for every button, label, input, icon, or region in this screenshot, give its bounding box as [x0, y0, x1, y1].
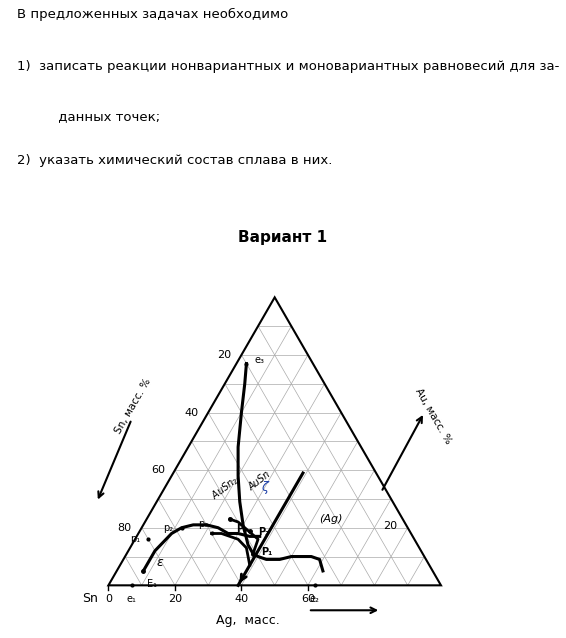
Text: 20: 20	[217, 350, 231, 360]
Text: 80: 80	[118, 523, 132, 533]
Text: AuSn: AuSn	[247, 469, 273, 493]
Text: 2)  указать химический состав сплава в них.: 2) указать химический состав сплава в ни…	[17, 154, 332, 167]
Text: 20: 20	[384, 521, 398, 531]
Text: E₁: E₁	[147, 579, 157, 590]
Text: P₃: P₃	[236, 524, 247, 534]
Text: P₁: P₁	[261, 547, 273, 557]
Text: Sn, масс. %: Sn, масс. %	[113, 377, 153, 436]
Text: Вариант 1: Вариант 1	[238, 230, 328, 246]
Text: e₁: e₁	[127, 593, 136, 604]
Text: e₃: e₃	[255, 355, 265, 366]
Text: ε: ε	[157, 556, 164, 569]
Text: 60: 60	[301, 593, 315, 604]
Text: данных точек;: данных точек;	[37, 110, 160, 122]
Text: 0: 0	[105, 593, 112, 604]
Text: Ag,  масс.: Ag, масс.	[216, 614, 280, 627]
Text: 20: 20	[168, 593, 182, 604]
Text: 40: 40	[184, 408, 198, 417]
Text: 60: 60	[151, 465, 165, 475]
Text: 40: 40	[234, 593, 248, 604]
Text: 1)  записать реакции нонвариантных и моновариантных равновесий для за-: 1) записать реакции нонвариантных и моно…	[17, 61, 559, 73]
Text: P₂: P₂	[258, 527, 269, 537]
Text: Au, масс. %: Au, масс. %	[413, 387, 453, 446]
Text: p₁: p₁	[130, 534, 140, 544]
Text: p₂: p₂	[163, 523, 173, 533]
Text: e₂: e₂	[310, 593, 320, 604]
Text: (Ag): (Ag)	[319, 514, 343, 524]
Text: ζ: ζ	[261, 481, 268, 494]
Text: Sn: Sn	[83, 592, 98, 605]
Text: В предложенных задачах необходимо: В предложенных задачах необходимо	[17, 8, 288, 21]
Text: AuSn$_2$: AuSn$_2$	[208, 473, 242, 503]
Text: p₃: p₃	[198, 519, 208, 528]
